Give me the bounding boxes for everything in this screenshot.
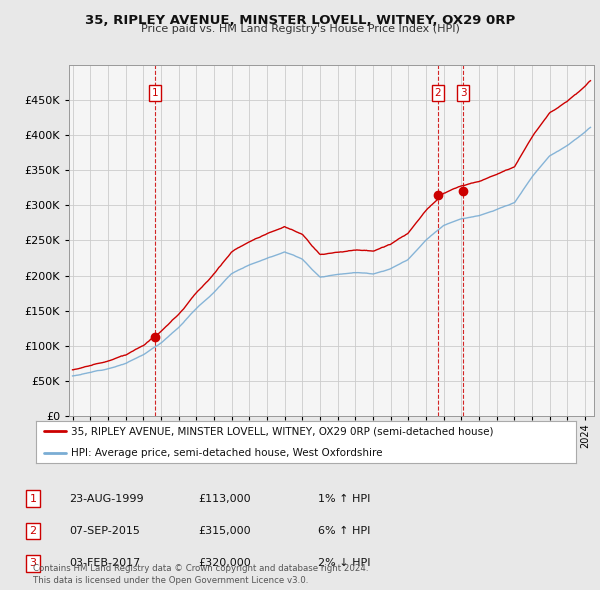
Text: 2% ↓ HPI: 2% ↓ HPI: [318, 559, 371, 568]
Text: 35, RIPLEY AVENUE, MINSTER LOVELL, WITNEY, OX29 0RP: 35, RIPLEY AVENUE, MINSTER LOVELL, WITNE…: [85, 14, 515, 27]
Text: Price paid vs. HM Land Registry's House Price Index (HPI): Price paid vs. HM Land Registry's House …: [140, 25, 460, 34]
Text: 23-AUG-1999: 23-AUG-1999: [69, 494, 143, 503]
Text: 6% ↑ HPI: 6% ↑ HPI: [318, 526, 370, 536]
Text: 03-FEB-2017: 03-FEB-2017: [69, 559, 140, 568]
Text: 1: 1: [151, 88, 158, 98]
Text: 1% ↑ HPI: 1% ↑ HPI: [318, 494, 370, 503]
Text: 07-SEP-2015: 07-SEP-2015: [69, 526, 140, 536]
Text: Contains HM Land Registry data © Crown copyright and database right 2024.
This d: Contains HM Land Registry data © Crown c…: [33, 565, 368, 585]
Text: 35, RIPLEY AVENUE, MINSTER LOVELL, WITNEY, OX29 0RP (semi-detached house): 35, RIPLEY AVENUE, MINSTER LOVELL, WITNE…: [71, 427, 494, 436]
Text: 3: 3: [460, 88, 466, 98]
Text: 2: 2: [435, 88, 442, 98]
Text: 2: 2: [29, 526, 37, 536]
Text: £320,000: £320,000: [198, 559, 251, 568]
Text: 1: 1: [29, 494, 37, 503]
Text: £113,000: £113,000: [198, 494, 251, 503]
Text: 3: 3: [29, 559, 37, 568]
Text: £315,000: £315,000: [198, 526, 251, 536]
Text: HPI: Average price, semi-detached house, West Oxfordshire: HPI: Average price, semi-detached house,…: [71, 448, 383, 457]
